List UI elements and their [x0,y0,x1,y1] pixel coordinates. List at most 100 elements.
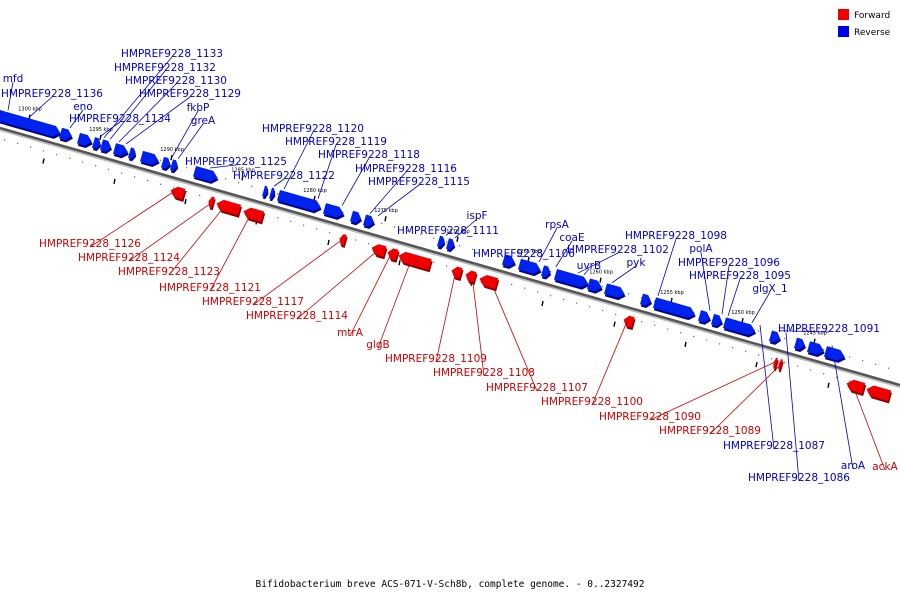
reverse-gene-label: HMPREF9228_1119 [285,136,387,148]
forward-gene-label: HMPREF9228_1090 [599,411,701,423]
reverse-gene-label: uvrB [577,260,601,272]
guide-dot-reverse [758,330,760,332]
leader-line [471,274,485,377]
leader-line [128,200,215,262]
leader-line [118,83,177,143]
reverse-gene-arrow-body [261,185,268,197]
guide-dot-forward [511,283,513,286]
reverse-gene-arrow [603,283,626,301]
reverse-gene-arrow [806,341,825,357]
guide-dot-reverse [602,285,604,288]
reverse-gene-label: HMPREF9228_1102 [567,244,669,256]
reverse-gene-arrow [639,293,652,309]
reverse-gene-arrow-body [517,258,541,274]
reverse-gene-arrow-body [99,139,112,152]
legend-reverse-swatch [838,26,849,37]
forward-gene-label: HMPREF9228_1114 [246,310,348,322]
guide-dot-reverse [407,230,409,232]
reverse-gene-label: coaE [559,232,584,244]
guide-dot-reverse [433,237,435,239]
reverse-gene-arrow [268,187,276,202]
forward-gene-arrow-body [339,234,347,246]
guide-dot-forward [849,380,851,382]
reverse-gene-arrow-body [823,346,845,361]
tick-mark [456,236,459,242]
guide-dot-reverse [862,360,864,362]
reverse-gene-arrow-body [2,111,61,137]
forward-gene-arrow [208,196,216,211]
reverse-gene-label: HMPREF9228_1106 [473,248,575,260]
reverse-gene-arrow [768,330,781,345]
leader-line [369,171,407,214]
guide-dot-forward [771,358,773,360]
leader-line [377,184,420,217]
reverse-gene-arrow [127,147,137,162]
leader-line [168,204,227,276]
reverse-gene-arrow-body [139,150,159,165]
reverse-gene-arrow [99,139,112,154]
reverse-gene-label: HMPREF9228_1122 [233,170,335,182]
reverse-gene-label: HMPREF9228_1134 [69,113,171,125]
tick-label: 1265 kbp [517,249,541,255]
leader-line [177,123,204,160]
reverse-gene-arrow-body [603,283,625,298]
leader-line [252,237,345,306]
tick-label: 1275 kbp [374,208,398,214]
forward-gene-arrow [371,244,388,260]
reverse-gene-label: HMPREF9228_1130 [125,75,227,87]
reverse-gene-arrow [349,210,362,226]
legend: Forward Reverse [838,9,891,38]
legend-forward-swatch [838,9,849,20]
leader-line [377,257,413,349]
reverse-gene-label: HMPREF9228_1133 [121,48,223,60]
forward-gene-arrow-body [465,270,477,283]
reverse-gene-label: HMPREF9228_1095 [689,270,791,282]
leader-line [89,189,177,248]
reverse-gene-label: HMPREF9228_1115 [368,176,470,188]
reverse-gene-arrow-body [445,238,455,250]
reverse-gene-label: HMPREF9228_1111 [397,225,499,237]
guide-dot-forward [69,157,71,159]
leader-line [577,252,619,274]
guide-dot-reverse [888,367,890,369]
forward-gene-arrow-body [243,207,265,223]
leader-line [489,279,538,392]
reverse-gene-label: polA [689,243,713,255]
leader-line [721,265,730,315]
tick-mark [170,154,173,161]
guide-dot-reverse [225,178,227,180]
guide-dot-forward [784,361,786,364]
guide-dot-forward [303,224,305,226]
forward-gene-label: ackA [872,461,898,473]
reverse-gene-arrow [540,265,552,280]
reverse-gene-arrow-body [697,310,711,323]
leader-line [171,110,199,158]
reverse-gene-arrow-body [710,313,723,326]
reverse-gene-label: HMPREF9228_1116 [355,163,457,175]
guide-dot-reverse [238,181,240,184]
tick-label: 1280 kbp [303,188,327,194]
leader-line [103,56,173,138]
reverse-gene-arrow [276,189,322,214]
reverse-gene-arrow [793,337,806,353]
tick-mark [755,362,758,368]
reverse-gene-label: HMPREF9228_1132 [114,62,216,74]
leader-line [759,324,775,450]
forward-gene-arrow-body [866,385,892,402]
reverse-gene-label: HMPREF9228_1098 [625,230,727,242]
forward-gene-arrow-body [773,357,778,369]
reverse-gene-arrow-body [192,165,218,182]
reverse-gene-arrow-body [806,341,824,355]
reverse-gene-arrow [517,258,542,277]
reverse-gene-arrow [501,254,516,269]
reverse-gene-arrow [261,185,269,200]
tick-mark [327,239,330,246]
leader-line [209,211,253,292]
guide-dot-forward [433,261,435,263]
forward-gene-arrow [866,385,892,404]
reverse-gene-arrow-body [322,203,344,218]
leader-line [273,178,285,187]
guide-dot-forward [524,287,526,289]
guide-dot-forward [4,139,6,141]
tick-mark [384,216,387,222]
